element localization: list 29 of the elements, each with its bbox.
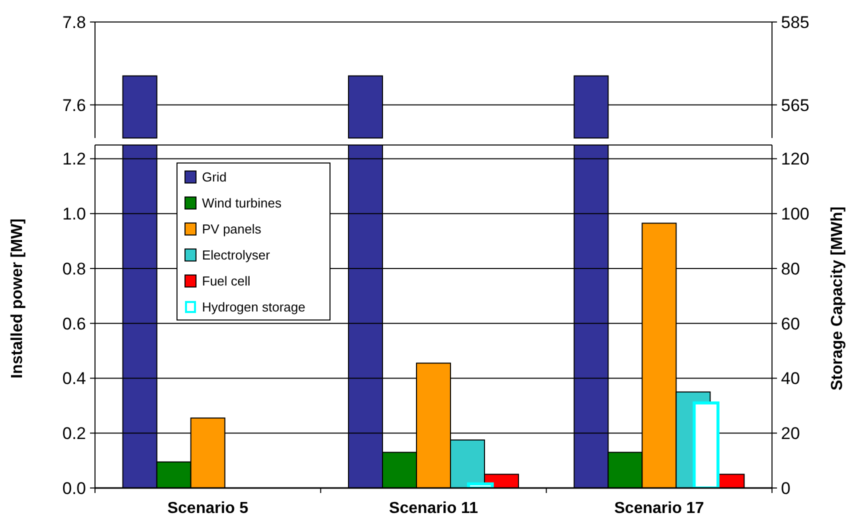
x-tick-label: Scenario 5	[167, 500, 248, 517]
y2-tick-label: 40	[781, 369, 800, 388]
x-tick-label: Scenario 17	[614, 500, 704, 517]
y-tick-label: 0.0	[62, 478, 86, 498]
y2-tick-label: 120	[781, 150, 810, 169]
y-tick-label: 0.2	[62, 424, 86, 444]
y-tick-label: 0.6	[62, 314, 86, 334]
legend-label: Electrolyser	[202, 248, 271, 263]
legend-label: Fuel cell	[202, 274, 251, 289]
y2-tick-label: 0	[781, 478, 790, 498]
y2-tick-label: 100	[781, 204, 810, 224]
y-tick-label: 1.0	[62, 204, 86, 224]
legend-label: Grid	[202, 170, 227, 185]
y2-tick-label: 20	[781, 424, 800, 444]
y2-tick-label: 565	[781, 96, 810, 115]
x-tick-label: Scenario 11	[389, 500, 478, 517]
y2-axis-title: Storage Capacity [MWh]	[829, 206, 846, 391]
y-tick-label: 1.2	[62, 150, 86, 169]
legend-label: Hydrogen storage	[202, 300, 306, 315]
y2-tick-label: 80	[781, 259, 800, 278]
legend-label: PV panels	[202, 222, 262, 237]
y2-tick-label: 585	[781, 12, 810, 32]
y-axis-title: Installed power [MW]	[9, 218, 26, 378]
y-tick-label: 0.4	[62, 369, 86, 388]
y-tick-label: 7.8	[62, 12, 86, 32]
y-tick-label: 7.6	[62, 96, 86, 115]
legend-label: Wind turbines	[202, 196, 282, 211]
y-tick-label: 0.8	[62, 259, 86, 278]
y2-tick-label: 60	[781, 314, 800, 334]
